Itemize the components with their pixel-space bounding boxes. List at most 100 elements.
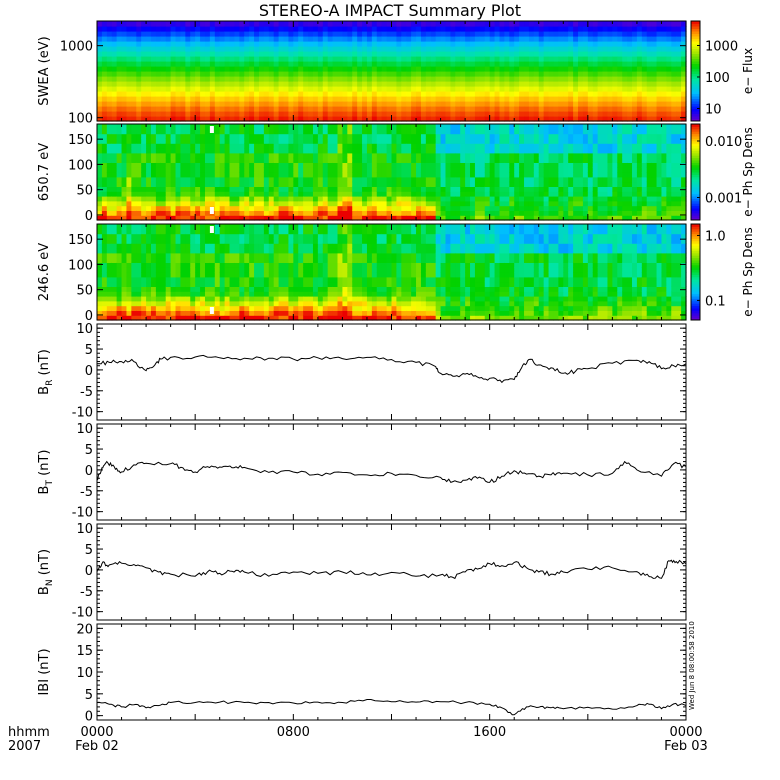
heatmap-cell — [578, 181, 584, 187]
heatmap-cell — [470, 101, 476, 107]
heatmap-cell — [509, 186, 515, 192]
heatmap-cell — [622, 41, 628, 47]
heatmap-cell — [460, 31, 466, 37]
heatmap-cell — [391, 26, 398, 32]
heatmap-cell — [607, 128, 613, 135]
heatmap-cell — [263, 106, 270, 112]
heatmap-cell — [97, 128, 103, 135]
heatmap-cell — [180, 138, 186, 144]
heatmap-cell — [342, 181, 348, 187]
heatmap-cell — [543, 41, 550, 47]
heatmap-cell — [386, 111, 393, 117]
heatmap-cell — [121, 215, 128, 221]
heatmap-cell — [268, 51, 275, 57]
heatmap-cell — [543, 186, 550, 192]
heatmap-cell — [524, 196, 530, 202]
heatmap-cell — [681, 51, 687, 57]
heatmap-cell — [641, 111, 648, 117]
heatmap-cell — [411, 215, 417, 221]
heatmap-cell — [617, 46, 623, 52]
heatmap-cell — [661, 138, 667, 144]
heatmap-cell — [381, 86, 388, 92]
heatmap-cell — [116, 128, 123, 135]
heatmap-cell — [533, 128, 540, 135]
heatmap-cell — [391, 91, 398, 97]
heatmap-cell — [298, 81, 304, 87]
heatmap-cell — [430, 101, 437, 107]
heatmap-cell — [519, 138, 525, 144]
heatmap-cell — [371, 210, 378, 216]
heatmap-cell — [509, 31, 515, 37]
heatmap-cell — [646, 116, 653, 122]
heatmap-cell — [317, 111, 324, 117]
heatmap-cell — [381, 56, 388, 62]
heatmap-cell — [312, 41, 319, 47]
heatmap-cell — [224, 210, 231, 216]
heatmap-cell — [602, 176, 609, 183]
heatmap-cell — [499, 148, 505, 154]
heatmap-cell — [366, 51, 373, 57]
heatmap-cell — [362, 152, 368, 159]
heatmap-cell — [627, 76, 633, 82]
colorbar-cell — [691, 81, 700, 84]
heatmap-cell — [558, 36, 564, 42]
heatmap-cell — [121, 76, 128, 82]
heatmap-cell — [612, 51, 618, 57]
heatmap-cell — [470, 76, 476, 82]
heatmap-cell — [558, 143, 564, 149]
heatmap-cell — [347, 200, 353, 207]
heatmap-cell — [573, 76, 579, 82]
heatmap-cell — [484, 66, 491, 72]
heatmap-cell — [121, 26, 128, 32]
heatmap-cell — [298, 86, 304, 92]
heatmap-cell — [214, 26, 221, 32]
heatmap-cell — [239, 162, 245, 168]
heatmap-cell — [627, 181, 633, 187]
heatmap-cell — [101, 21, 108, 27]
heatmap-cell — [651, 21, 658, 27]
heatmap-cell — [416, 196, 422, 202]
heatmap-cell — [146, 51, 152, 57]
heatmap-cell — [131, 205, 137, 211]
heatmap-cell — [563, 167, 569, 173]
heatmap-cell — [371, 200, 378, 207]
heatmap-cell — [204, 157, 211, 163]
heatmap-cell — [582, 176, 589, 183]
heatmap-cell — [150, 157, 157, 163]
heatmap-cell — [563, 26, 569, 32]
heatmap-cell — [347, 191, 353, 197]
heatmap-cell — [666, 148, 672, 154]
heatmap-cell — [146, 138, 152, 144]
y-axis-label: 650.7 eV — [37, 143, 52, 201]
heatmap-cell — [563, 133, 569, 139]
heatmap-cell — [146, 111, 152, 117]
heatmap-cell — [116, 41, 123, 47]
heatmap-cell — [416, 91, 422, 97]
heatmap-cell — [239, 96, 245, 102]
heatmap-cell — [578, 31, 584, 37]
heatmap-cell — [602, 124, 609, 130]
heatmap-cell — [308, 96, 314, 102]
heatmap-cell — [293, 138, 299, 144]
heatmap-cell — [411, 106, 417, 112]
heatmap-cell — [258, 36, 265, 42]
heatmap-cell — [195, 162, 201, 168]
heatmap-cell — [514, 133, 520, 139]
heatmap-cell — [200, 176, 206, 183]
heatmap-cell — [617, 210, 623, 216]
heatmap-cell — [646, 186, 653, 192]
heatmap-cell — [160, 106, 167, 112]
heatmap-cell — [278, 162, 285, 168]
heatmap-cell — [450, 133, 456, 139]
heatmap-cell — [656, 133, 663, 139]
heatmap-cell — [651, 106, 658, 112]
heatmap-cell — [337, 148, 344, 154]
heatmap-cell — [136, 46, 142, 52]
heatmap-cell — [484, 61, 491, 67]
heatmap-cell — [131, 116, 137, 122]
heatmap-cell — [381, 157, 388, 163]
heatmap-cell — [440, 101, 447, 107]
heatmap-cell — [435, 176, 442, 183]
heatmap-cell — [499, 81, 505, 87]
heatmap-cell — [160, 71, 167, 77]
